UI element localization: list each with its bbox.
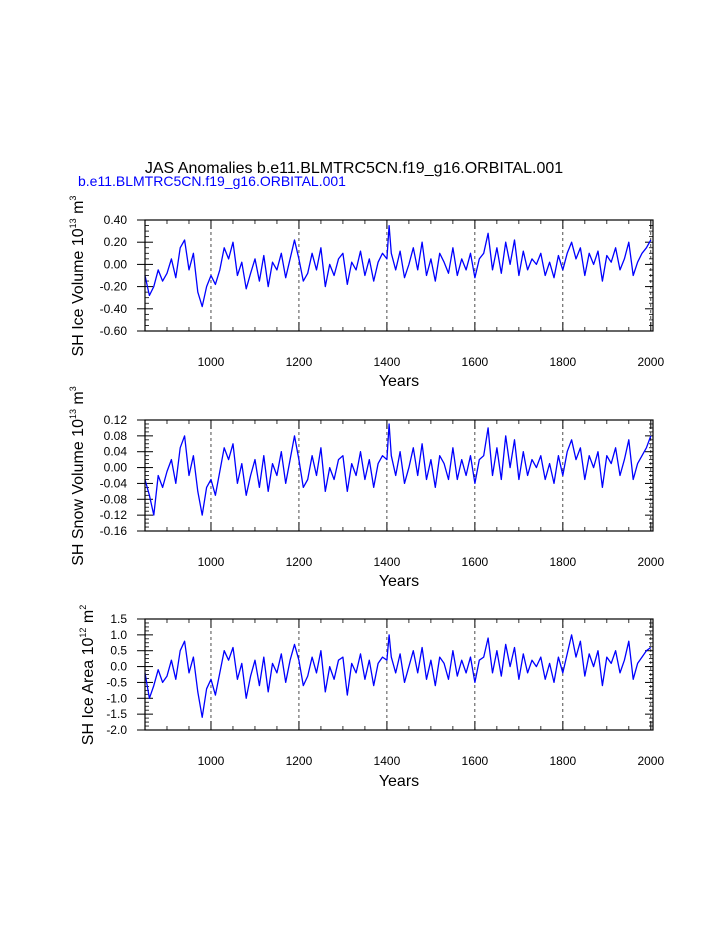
ytick-label-2: -1.0 [106, 691, 127, 705]
ytick-label-3: 0.00 [104, 257, 128, 271]
y-axis-title: SH Snow Volume 1013 m3 [68, 386, 87, 566]
y-axis-title-unit_exponent: 2 [78, 605, 88, 610]
xtick-label-3: 1600 [462, 555, 489, 569]
xtick-label-4: 1800 [549, 754, 576, 768]
panels: 1000 1200 1400 1600 1800 2000 -0.60 -0.40 -0.20 0… [68, 196, 664, 790]
y-axis-title-unit: m [80, 610, 97, 628]
plot-frame [144, 618, 654, 731]
ytick-label-5: 0.40 [104, 213, 128, 227]
xtick-label-0: 1000 [198, 355, 225, 369]
xtick-label-5: 2000 [637, 355, 664, 369]
panel-3: 1000 1200 1400 1600 1800 2000 -2.0 -1.5 -1.0 -0.5… [78, 605, 664, 790]
x-axis-title: Years [379, 573, 419, 590]
xtick-label-5: 2000 [637, 555, 664, 569]
xtick-label-2: 1400 [374, 355, 401, 369]
ytick-label-5: 0.04 [104, 445, 128, 459]
panel-1: 1000 1200 1400 1600 1800 2000 -0.60 -0.40 -0.20 0… [68, 196, 664, 390]
y-axis-title-unit_exponent: 3 [68, 196, 78, 201]
xtick-label-1: 1200 [286, 355, 313, 369]
figure-subtitle: b.e11.BLMTRC5CN.f19_g16.ORBITAL.001 [78, 173, 346, 189]
y-axis-title: SH Ice Area 1012 m2 [78, 605, 97, 745]
ytick-label-2: -0.08 [100, 492, 128, 506]
y-axis-title-exponent: 12 [78, 628, 88, 638]
ytick-label-4: 0.20 [104, 235, 128, 249]
xtick-label-1: 1200 [286, 754, 313, 768]
y-axis-title-prefix: SH Ice Volume 10 [70, 228, 87, 356]
plot-frame [144, 419, 654, 532]
ytick-label-3: -0.04 [100, 476, 128, 490]
ytick-label-7: 1.5 [110, 612, 127, 626]
ytick-label-5: 0.5 [110, 644, 127, 658]
plot-frame [144, 219, 654, 332]
ytick-label-6: 0.08 [104, 429, 128, 443]
xtick-label-4: 1800 [549, 355, 576, 369]
y-axis-title-exponent: 13 [68, 218, 78, 228]
y-axis-title-prefix: SH Ice Area 10 [80, 638, 97, 746]
ytick-label-4: 0.00 [104, 461, 128, 475]
ytick-label-4: 0.0 [110, 660, 127, 674]
xtick-label-3: 1600 [462, 754, 489, 768]
y-axis-title-prefix: SH Snow Volume 10 [70, 419, 87, 566]
ytick-label-1: -0.12 [100, 508, 128, 522]
ytick-label-2: -0.20 [100, 280, 128, 294]
xtick-label-1: 1200 [286, 555, 313, 569]
y-axis-title-unit: m [70, 201, 87, 219]
xtick-label-5: 2000 [637, 754, 664, 768]
series-line-1 [144, 224, 652, 308]
xtick-label-0: 1000 [198, 555, 225, 569]
ytick-label-7: 0.12 [104, 413, 128, 427]
figure-title: JAS Anomalies b.e11.BLMTRC5CN.f19_g16.OR… [145, 160, 563, 177]
ytick-label-0: -0.60 [100, 324, 128, 338]
y-axis-title-unit: m [70, 391, 87, 409]
ytick-label-3: -0.5 [106, 675, 127, 689]
ytick-label-0: -0.16 [100, 524, 128, 538]
y-axis-title: SH Ice Volume 1013 m3 [68, 196, 87, 357]
series-line-3 [144, 634, 652, 718]
x-axis-title: Years [379, 773, 419, 790]
xtick-label-0: 1000 [198, 754, 225, 768]
y-axis-title-unit_exponent: 3 [68, 386, 78, 391]
panel-2: 1000 1200 1400 1600 1800 2000 -0.16 -0.12 -0.08 -… [68, 386, 664, 590]
xtick-label-3: 1600 [462, 355, 489, 369]
ytick-label-1: -0.40 [100, 302, 128, 316]
xtick-label-4: 1800 [549, 555, 576, 569]
x-axis-title: Years [379, 373, 419, 390]
ytick-label-6: 1.0 [110, 628, 127, 642]
series-line-2 [144, 423, 652, 516]
ytick-label-0: -2.0 [106, 723, 127, 737]
ytick-label-1: -1.5 [106, 707, 127, 721]
xtick-label-2: 1400 [374, 754, 401, 768]
y-axis-title-exponent: 13 [68, 409, 78, 419]
xtick-label-2: 1400 [374, 555, 401, 569]
